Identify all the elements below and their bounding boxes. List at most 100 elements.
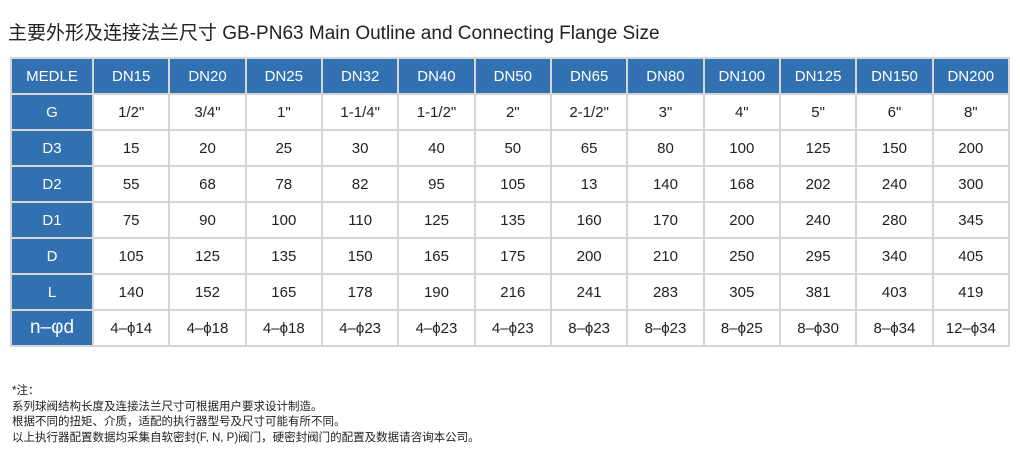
table-cell: 4": [702, 93, 781, 131]
table-cell: 202: [778, 165, 858, 203]
column-header: DN40: [397, 57, 476, 95]
table-cell: 110: [320, 201, 400, 239]
table-cell: 100: [244, 201, 323, 239]
column-header: DN20: [168, 57, 247, 95]
table-cell: 78: [244, 165, 323, 203]
table-cell: 75: [91, 201, 171, 239]
table-cell: 5": [778, 93, 858, 131]
table-cell: 150: [320, 237, 400, 275]
column-header: DN125: [778, 57, 858, 95]
column-header: DN25: [244, 57, 323, 95]
table-cell: 4–ϕ23: [473, 309, 552, 347]
table-cell: 2-1/2": [549, 93, 629, 131]
table-cell: 240: [855, 165, 934, 203]
table-cell: 200: [931, 129, 1011, 167]
table-cell: 4–ϕ18: [168, 309, 247, 347]
table-cell: 135: [473, 201, 552, 239]
table-cell: 200: [549, 237, 629, 275]
table-cell: 381: [778, 273, 858, 311]
table-cell: 30: [320, 129, 400, 167]
table-cell: 125: [168, 237, 247, 275]
table-cell: 135: [244, 237, 323, 275]
table-header-row: MEDLE DN15 DN20 DN25 DN32 DN40 DN50 DN65 DN80 DN1…: [10, 57, 1011, 95]
table-cell: 283: [626, 273, 705, 311]
table-cell: 178: [320, 273, 400, 311]
table-cell: 160: [549, 201, 629, 239]
column-header: DN15: [91, 57, 171, 95]
column-header: DN80: [626, 57, 705, 95]
row-header: D3: [10, 129, 94, 167]
table-cell: 4–ϕ23: [320, 309, 400, 347]
table-cell: 8–ϕ30: [778, 309, 858, 347]
table-cell: 65: [549, 129, 629, 167]
table-cell: 68: [168, 165, 247, 203]
table-cell: 50: [473, 129, 552, 167]
column-header: DN200: [931, 57, 1011, 95]
table-cell: 20: [168, 129, 247, 167]
table-cell: 1/2": [91, 93, 171, 131]
table-cell: 13: [549, 165, 629, 203]
table-cell: 190: [397, 273, 476, 311]
table-cell: 165: [244, 273, 323, 311]
table-cell: 168: [702, 165, 781, 203]
table-cell: 240: [778, 201, 858, 239]
table-cell: 55: [91, 165, 171, 203]
table-cell: 1-1/2": [397, 93, 476, 131]
table-cell: 295: [778, 237, 858, 275]
table-cell: 125: [778, 129, 858, 167]
column-header: DN65: [549, 57, 629, 95]
table-cell: 8–ϕ34: [855, 309, 934, 347]
table-cell: 8–ϕ23: [549, 309, 629, 347]
table-cell: 4–ϕ18: [244, 309, 323, 347]
table-cell: 2": [473, 93, 552, 131]
column-header: DN32: [320, 57, 400, 95]
table-cell: 175: [473, 237, 552, 275]
table-cell: 125: [397, 201, 476, 239]
table-cell: 6": [855, 93, 934, 131]
table-cell: 300: [931, 165, 1011, 203]
table-cell: 405: [931, 237, 1011, 275]
table-cell: 12–ϕ34: [931, 309, 1011, 347]
table-cell: 8–ϕ23: [626, 309, 705, 347]
table-cell: 170: [626, 201, 705, 239]
table-cell: 90: [168, 201, 247, 239]
table-cell: 4–ϕ14: [91, 309, 171, 347]
table-row: D3 15 20 25 30 40 50 65 80 100 125 150 200: [10, 129, 1011, 167]
table-cell: 25: [244, 129, 323, 167]
table-cell: 95: [397, 165, 476, 203]
table-cell: 165: [397, 237, 476, 275]
row-header: D1: [10, 201, 94, 239]
note-line: 以上执行器配置数据均采集自软密封(F, N, P)阀门，硬密封阀门的配置及数据请…: [12, 431, 480, 444]
table-cell: 200: [702, 201, 781, 239]
table-cell: 340: [855, 237, 934, 275]
table-cell: 280: [855, 201, 934, 239]
table-cell: 80: [626, 129, 705, 167]
column-header: DN150: [855, 57, 934, 95]
table-cell: 3": [626, 93, 705, 131]
row-header: D: [10, 237, 94, 275]
table-cell: 1-1/4": [320, 93, 400, 131]
table-cell: 8–ϕ25: [702, 309, 781, 347]
table-cell: 150: [855, 129, 934, 167]
table-cell: 140: [626, 165, 705, 203]
column-header: MEDLE: [10, 57, 94, 95]
note-line: 系列球阀结构长度及连接法兰尺寸可根据用户要求设计制造。: [12, 400, 323, 413]
table-row: G 1/2" 3/4" 1" 1-1/4" 1-1/2" 2" 2-1/2" 3" 4" 5" 6" 8…: [10, 93, 1011, 131]
table-cell: 105: [91, 237, 171, 275]
table-cell: 15: [91, 129, 171, 167]
table-cell: 3/4": [168, 93, 247, 131]
row-header: n–φd: [10, 309, 94, 347]
table-cell: 100: [702, 129, 781, 167]
table-cell: 40: [397, 129, 476, 167]
table-cell: 140: [91, 273, 171, 311]
column-header: DN100: [702, 57, 781, 95]
notes: *注： 系列球阀结构长度及连接法兰尺寸可根据用户要求设计制造。 根据不同的扭矩、介质…: [12, 384, 480, 446]
table-cell: 241: [549, 273, 629, 311]
table-cell: 419: [931, 273, 1011, 311]
table-cell: 1": [244, 93, 323, 131]
note-line: *注：: [12, 385, 40, 397]
table-cell: 82: [320, 165, 400, 203]
row-header: D2: [10, 165, 94, 203]
table-row: D 105 125 135 150 165 175 200 210 250 295 340 405: [10, 237, 1011, 275]
table-cell: 152: [168, 273, 247, 311]
